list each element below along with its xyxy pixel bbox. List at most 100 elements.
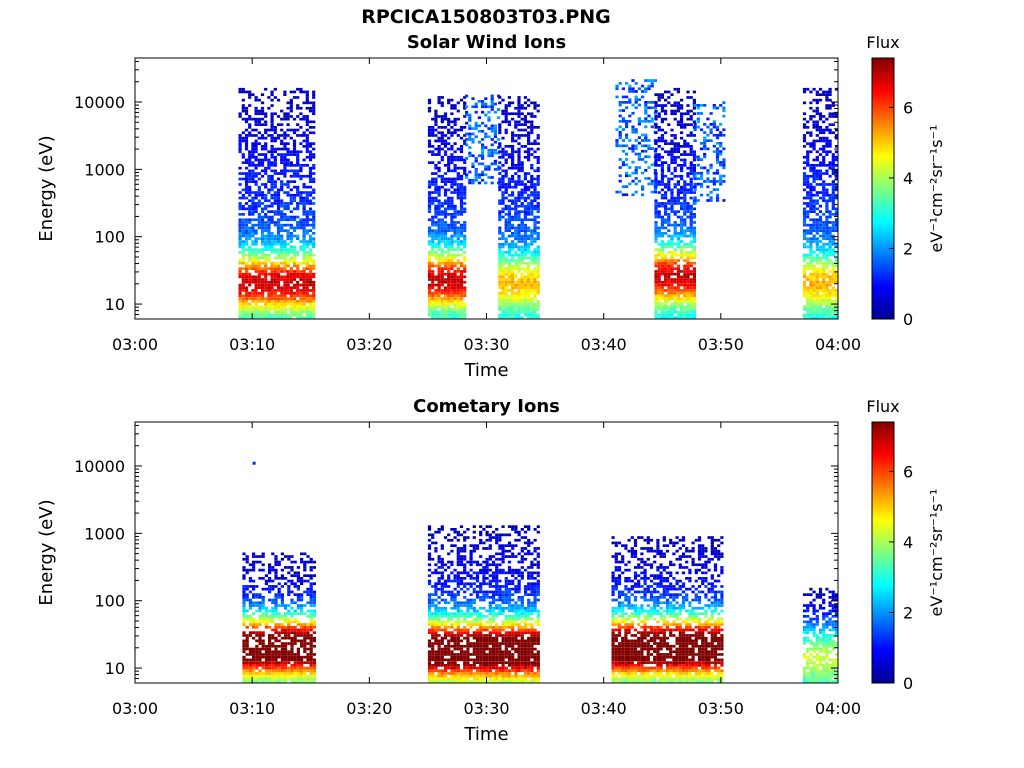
flux-cell [536, 313, 540, 317]
flux-cell [302, 237, 306, 241]
flux-cell [686, 153, 690, 156]
flux-cell [251, 300, 255, 303]
flux-cell [456, 147, 460, 151]
flux-cell [493, 129, 497, 133]
flux-cell [487, 154, 491, 158]
flux-cell [465, 138, 469, 141]
flux-cell [825, 234, 829, 238]
flux-cell [459, 302, 464, 306]
flux-cell [507, 112, 511, 116]
flux-cell [504, 207, 508, 211]
flux-cell [296, 302, 300, 306]
flux-cell [822, 291, 826, 295]
flux-cell [260, 112, 265, 116]
flux-cell [238, 213, 242, 216]
flux-cell [273, 308, 277, 311]
flux-cell [477, 173, 481, 177]
flux-cell [615, 144, 619, 148]
flux-cell [242, 644, 246, 648]
flux-cell [241, 153, 245, 156]
flux-cell [647, 79, 651, 82]
flux-cell [276, 300, 281, 303]
flux-cell [447, 169, 451, 173]
flux-cell [274, 674, 278, 678]
flux-cell [818, 313, 823, 317]
flux-cell [484, 105, 488, 109]
flux-cell [676, 145, 680, 148]
flux-cell [680, 112, 684, 116]
data-block [615, 79, 657, 197]
flux-cell [440, 267, 444, 270]
flux-cell [692, 213, 696, 216]
flux-cell [302, 202, 306, 205]
panel-title: Cometary Ions [413, 396, 560, 417]
flux-cell [443, 294, 448, 298]
flux-cell [660, 109, 664, 113]
flux-cell [490, 102, 494, 106]
flux-cell [709, 123, 713, 126]
flux-cell [305, 120, 309, 124]
flux-cell [670, 272, 674, 276]
flux-cell [242, 620, 246, 624]
flux-cell [271, 609, 275, 613]
flux-cell [722, 147, 726, 151]
flux-cell [257, 223, 261, 227]
flux-cell [312, 223, 316, 227]
flux-cell [653, 169, 657, 172]
flux-cell [255, 666, 259, 670]
flux-cell [802, 136, 807, 140]
flux-cell [481, 148, 485, 152]
flux-cell [806, 202, 810, 205]
flux-cell [305, 155, 309, 159]
flux-cell [443, 117, 448, 121]
flux-cell [812, 218, 816, 222]
flux-cell [497, 138, 501, 141]
flux-cell [511, 134, 515, 137]
flux-cell [447, 147, 451, 151]
flux-cell [244, 267, 249, 270]
flux-cell [450, 126, 454, 129]
flux-cell [251, 291, 255, 295]
flux-cell [268, 625, 272, 629]
flux-cell [434, 172, 438, 175]
flux-cell [453, 310, 457, 314]
flux-cell [305, 280, 309, 284]
flux-cell [815, 240, 819, 243]
flux-cell [474, 168, 478, 171]
flux-cell [647, 155, 651, 159]
flux-cell [459, 308, 464, 311]
flux-cell [286, 223, 290, 227]
flux-cell [453, 270, 457, 273]
flux-cell [667, 240, 671, 243]
flux-cell [673, 251, 677, 254]
flux-cell [276, 267, 281, 270]
flux-cell [625, 144, 629, 148]
flux-cell [504, 104, 508, 107]
flux-cell [520, 289, 524, 292]
flux-cell [264, 245, 268, 249]
flux-cell [507, 283, 511, 287]
flux-cell [274, 563, 278, 567]
flux-cell [815, 126, 819, 129]
flux-cell [809, 310, 813, 314]
flux-cell [280, 270, 284, 273]
flux-cell [474, 170, 478, 174]
flux-cell [450, 177, 454, 181]
flux-cell [511, 117, 515, 121]
flux-cell [806, 275, 810, 279]
flux-cell [815, 90, 819, 94]
flux-cell [533, 106, 537, 110]
flux-cell [815, 256, 819, 260]
flux-cell [280, 664, 284, 667]
flux-cell [806, 305, 810, 309]
flux-cell [267, 199, 271, 203]
flux-cell [244, 280, 249, 284]
flux-cell [312, 267, 316, 270]
flux-cell [264, 617, 268, 621]
flux-cell [443, 302, 448, 306]
flux-cell [453, 305, 457, 309]
flux-cell [261, 615, 265, 618]
flux-cell [299, 310, 303, 314]
flux-cell [280, 669, 284, 673]
flux-cell [507, 234, 511, 238]
